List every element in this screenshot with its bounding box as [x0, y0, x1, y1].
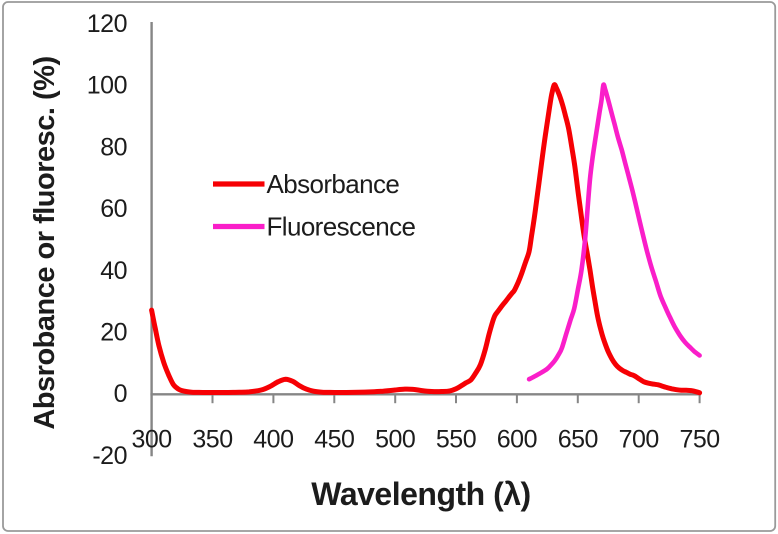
svg-text:20: 20 [100, 319, 127, 347]
svg-text:-20: -20 [92, 442, 127, 470]
svg-text:550: 550 [436, 426, 476, 454]
svg-text:100: 100 [87, 72, 127, 100]
svg-text:650: 650 [558, 426, 598, 454]
svg-text:Absrobance or fluoresc. (%): Absrobance or fluoresc. (%) [29, 56, 61, 429]
svg-text:300: 300 [131, 426, 171, 454]
svg-text:120: 120 [87, 10, 127, 38]
svg-text:Fluorescence: Fluorescence [267, 212, 416, 242]
svg-text:0: 0 [114, 380, 127, 408]
svg-text:700: 700 [619, 426, 659, 454]
svg-text:500: 500 [375, 426, 415, 454]
svg-text:Wavelength (λ): Wavelength (λ) [311, 476, 530, 512]
svg-text:350: 350 [192, 426, 232, 454]
svg-text:40: 40 [100, 257, 127, 285]
svg-text:Absorbance: Absorbance [267, 169, 400, 199]
svg-text:80: 80 [100, 133, 127, 161]
svg-text:60: 60 [100, 195, 127, 223]
svg-text:400: 400 [253, 426, 293, 454]
svg-text:450: 450 [314, 426, 354, 454]
svg-text:600: 600 [497, 426, 537, 454]
svg-text:750: 750 [679, 426, 719, 454]
